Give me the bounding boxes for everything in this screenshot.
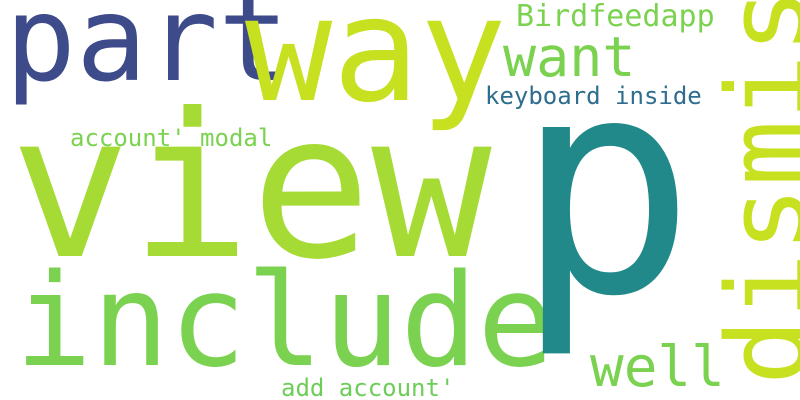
word-account-modal: account' modal xyxy=(70,124,273,152)
word-add-account: add account' xyxy=(281,374,455,400)
word-want: dismissed xyxy=(703,0,800,385)
word-well: well xyxy=(590,335,725,400)
word-keyboard-inside: keyboard inside xyxy=(485,82,702,110)
word-dismissed: want xyxy=(503,25,636,89)
word-part: part xyxy=(5,0,290,108)
word-p: p xyxy=(515,13,696,362)
word-include: include xyxy=(15,247,555,396)
word-view: view xyxy=(10,71,492,304)
word-way: way xyxy=(245,0,507,135)
word-birdfeedapp: Birdfeedapp xyxy=(516,0,715,34)
